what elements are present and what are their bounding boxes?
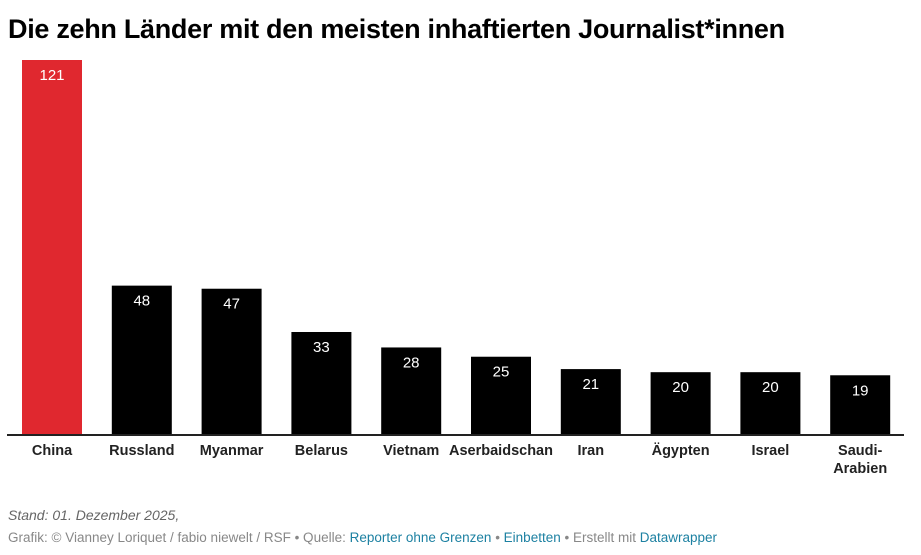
- bar-russland: [111, 285, 172, 434]
- value-label: 47: [223, 296, 240, 313]
- bar-vietnam: [381, 347, 442, 434]
- value-label: 21: [582, 376, 599, 393]
- category-label: Myanmar: [200, 443, 264, 459]
- embed-link[interactable]: Einbetten: [503, 530, 561, 545]
- category-label: Israel: [751, 443, 789, 459]
- datawrapper-link[interactable]: Datawrapper: [639, 530, 717, 545]
- category-label: Russland: [109, 443, 174, 459]
- category-label: Arabien: [833, 461, 887, 477]
- byline-credit: Grafik: © Vianney Loriquet / fabio niewe…: [8, 530, 350, 545]
- value-label: 19: [852, 382, 869, 399]
- bar-israel: [740, 372, 801, 434]
- category-label: Saudi-: [838, 443, 882, 459]
- category-label: Belarus: [295, 443, 348, 459]
- bar-belarus: [291, 332, 352, 434]
- value-label: 121: [39, 67, 64, 84]
- created-with: • Erstellt mit: [560, 530, 640, 545]
- value-label: 48: [133, 293, 150, 310]
- bar-chart: 121 China 48 Russland 47 Myanmar 33 Belarus 28 Vi…: [7, 60, 904, 477]
- bar-aserbaidschan: [471, 356, 531, 434]
- category-label: Ägypten: [652, 442, 710, 459]
- bar-myanmar: [201, 288, 262, 434]
- category-label: Iran: [578, 443, 605, 459]
- chart-title: Die zehn Länder mit den meisten inhaftie…: [8, 14, 785, 44]
- source-link[interactable]: Reporter ohne Grenzen: [349, 530, 492, 545]
- bar-china: [22, 60, 82, 434]
- value-label: 20: [762, 379, 779, 396]
- date-note: Stand: 01. Dezember 2025,: [8, 507, 180, 523]
- bar-saudi-arabien: [830, 375, 891, 434]
- byline: Grafik: © Vianney Loriquet / fabio niewe…: [8, 530, 717, 545]
- separator: •: [491, 530, 504, 545]
- category-label: Aserbaidschan: [449, 443, 553, 459]
- value-label: 28: [403, 354, 420, 371]
- bar-iran: [560, 369, 621, 434]
- value-label: 20: [672, 379, 689, 396]
- value-label: 33: [313, 339, 330, 356]
- category-label: China: [32, 443, 73, 459]
- value-label: 25: [493, 364, 510, 381]
- bar-ägypten: [650, 372, 711, 434]
- category-label: Vietnam: [383, 443, 439, 459]
